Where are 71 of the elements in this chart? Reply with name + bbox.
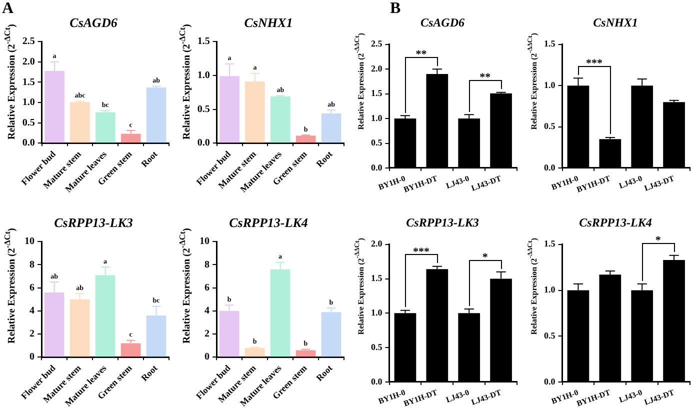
chart-title: CsRPP13-LK3 [54, 215, 134, 230]
y-tick-label: 0.0 [371, 162, 383, 172]
y-tick-label: 2.0 [371, 238, 383, 249]
chart-title: CsRPP13-LK4 [579, 215, 652, 230]
y-tick-label: 0.0 [371, 376, 383, 386]
y-tick-label: 2.0 [22, 56, 35, 68]
y-tick-label: 1.0 [544, 80, 556, 90]
bar [70, 102, 90, 143]
y-tick-label: 0.5 [544, 121, 556, 132]
y-tick-label: 10 [24, 236, 35, 248]
bar [296, 136, 316, 143]
y-tick-label: 0.5 [544, 330, 556, 340]
y-tick-label: 0.0 [544, 376, 556, 386]
annotation: *** [412, 246, 430, 258]
x-tick-label: LJ43-0 [618, 174, 644, 190]
y-tick-label: 1.0 [22, 97, 35, 108]
y-tick-label: 1.5 [544, 38, 556, 49]
x-tick-label: LJ43-0 [618, 388, 644, 404]
bar [244, 348, 265, 357]
y-tick-label: 10 [200, 236, 210, 248]
bar [146, 87, 166, 143]
y-tick-label: 0 [204, 352, 210, 363]
y-tick-label: 1.5 [371, 273, 383, 284]
y-tick-label: 1.5 [22, 76, 35, 88]
y-tick-label: 8 [204, 259, 210, 270]
x-tick-label: LJ43-0 [444, 388, 470, 404]
chart-title: CsRPP13-LK3 [406, 215, 479, 230]
y-tick-label: 8 [30, 259, 35, 270]
bar [120, 343, 141, 357]
chart-title: CsAGD6 [420, 15, 465, 30]
y-tick-label: 0.5 [371, 138, 383, 148]
text: B [390, 0, 401, 18]
y-tick-label: 1.0 [371, 308, 383, 318]
y-tick-label: 0.0 [197, 138, 210, 149]
y-tick-label: 2 [204, 328, 210, 340]
chart-title: CsRPP13-LK4 [229, 215, 308, 230]
y-tick-label: 0.0 [22, 138, 35, 149]
y-tick-label: 1.0 [371, 112, 383, 123]
annotation: * [482, 251, 488, 264]
y-tick-label: 6 [30, 282, 35, 294]
y-tick-label: 1.5 [544, 238, 556, 249]
y-tick-label: 2.5 [22, 36, 35, 48]
y-tick-label: 2 [30, 328, 35, 340]
y-tick-label: 0.0 [544, 162, 556, 172]
y-tick-label: 0.5 [197, 104, 210, 115]
bar [296, 350, 316, 357]
y-tick-label: 2.0 [371, 63, 383, 74]
y-tick-label: 1.0 [197, 70, 210, 82]
y-tick-label: 4 [204, 306, 210, 316]
chart-title: CsNHX1 [244, 15, 293, 30]
chart-title: CsAGD6 [70, 15, 118, 30]
y-tick-label: 1.0 [544, 284, 556, 295]
y-tick-label: 0.5 [371, 342, 383, 352]
chart-title: CsNHX1 [593, 15, 638, 30]
y-tick-label: 1.5 [197, 36, 210, 48]
bar [96, 112, 116, 143]
annotation: * [655, 234, 662, 247]
y-tick-label: 0 [30, 352, 35, 363]
y-tick-label: 2.5 [371, 38, 383, 49]
annotation: *** [586, 58, 603, 70]
bar [321, 113, 342, 143]
y-tick-label: 6 [204, 282, 210, 294]
x-tick-label: LJ43-0 [444, 174, 470, 190]
annotation: ** [416, 48, 428, 60]
y-tick-label: 1.5 [371, 88, 383, 98]
annotation: ** [480, 72, 492, 84]
y-tick-label: 0.5 [22, 117, 35, 128]
bar [270, 96, 290, 143]
text: A [2, 0, 14, 18]
bar [120, 134, 141, 143]
y-tick-label: 4 [30, 306, 35, 316]
